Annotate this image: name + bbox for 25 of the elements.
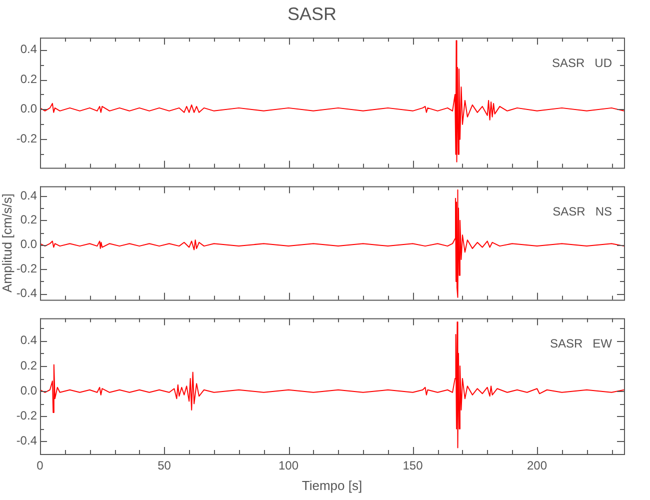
y-tick-label: -0.2 (16, 408, 38, 423)
annotation: SASR NS (552, 204, 612, 219)
annotation: SASR EW (550, 336, 613, 351)
x-axis-title: Tiempo [s] (302, 478, 362, 493)
y-tick-label: 0.4 (20, 188, 38, 202)
y-tick-label: 0.0 (20, 237, 38, 252)
y-tick-label: -0.2 (16, 262, 38, 276)
y-tick-label: -0.2 (16, 132, 38, 146)
y-tick-label: 0.2 (20, 358, 38, 372)
y-tick-label: 0.0 (20, 383, 38, 398)
x-tick-label: 0 (36, 458, 44, 473)
x-tick-label: 200 (527, 458, 548, 473)
y-axis-title: Amplitud [cm/s/s] (0, 194, 14, 292)
annotation: SASR UD (552, 56, 612, 70)
x-tick-label: 150 (402, 458, 424, 473)
y-tick-label: -0.4 (16, 434, 38, 448)
x-tick-label: 50 (158, 458, 172, 473)
y-tick-label: -0.4 (16, 286, 38, 300)
x-tick-label: 100 (278, 458, 299, 473)
y-tick-label: 0.2 (20, 212, 38, 227)
chart-title: SASR (287, 4, 337, 24)
y-tick-label: 0.4 (20, 333, 38, 348)
y-tick-label: 0.4 (20, 42, 38, 56)
y-tick-label: 0.0 (20, 102, 38, 116)
y-tick-label: 0.2 (20, 72, 38, 86)
